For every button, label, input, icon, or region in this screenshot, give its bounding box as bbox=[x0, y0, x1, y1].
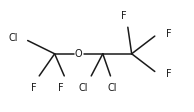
Text: F: F bbox=[166, 29, 172, 39]
Text: F: F bbox=[58, 83, 63, 93]
Text: F: F bbox=[121, 11, 127, 21]
Text: Cl: Cl bbox=[9, 33, 18, 43]
Text: O: O bbox=[75, 49, 82, 59]
Text: F: F bbox=[31, 83, 36, 93]
Text: Cl: Cl bbox=[108, 83, 117, 93]
Text: Cl: Cl bbox=[79, 83, 88, 93]
Text: F: F bbox=[166, 69, 172, 79]
